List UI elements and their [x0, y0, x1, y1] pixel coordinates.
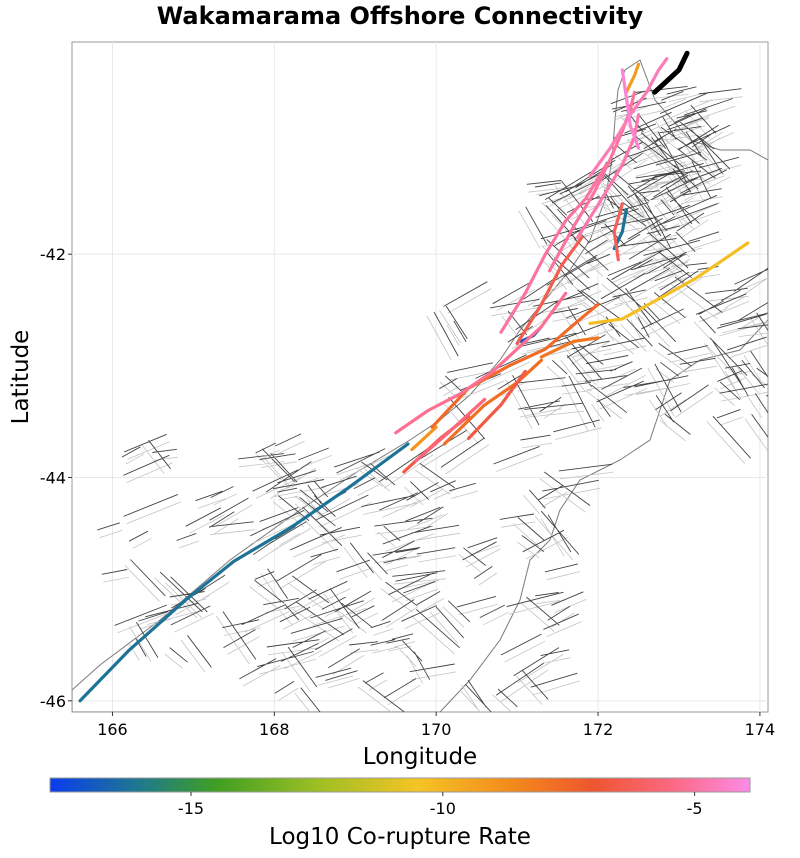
colorbar-ticks: -15 -10 -5	[178, 792, 703, 818]
x-tick-label: 168	[259, 720, 290, 739]
y-axis-title: Latitude	[8, 330, 34, 425]
y-tick-label: -44	[40, 469, 66, 488]
colorbar-tick-label: -10	[430, 799, 456, 818]
colorbar	[49, 777, 751, 793]
y-axis-ticks: -42 -44 -46	[40, 245, 72, 711]
colorbar-tick-label: -15	[178, 799, 204, 818]
source-fault	[652, 50, 690, 95]
co-rupture-fault-trace	[588, 57, 669, 178]
co-rupture-faults	[78, 57, 750, 703]
colorbar-tick-label: -5	[687, 799, 703, 818]
co-rupture-fault-trace	[467, 369, 527, 440]
source-fault-trace	[652, 50, 690, 95]
x-tick-label: 170	[421, 720, 452, 739]
x-tick-label: 166	[97, 720, 128, 739]
x-axis-title: Longitude	[363, 744, 477, 770]
co-rupture-fault-trace	[410, 425, 438, 452]
y-tick-label: -42	[40, 245, 66, 264]
co-rupture-fault-trace	[539, 336, 600, 359]
x-tick-label: 174	[745, 720, 776, 739]
map-panel	[71, 41, 769, 713]
co-rupture-fault-trace	[394, 291, 568, 435]
co-rupture-fault-trace	[78, 442, 410, 703]
co-rupture-fault-trace	[515, 235, 584, 346]
map-gridlines	[72, 42, 768, 712]
chart-title: Wakamarama Offshore Connectivity	[156, 2, 644, 30]
co-rupture-fault-trace	[442, 358, 544, 446]
x-tick-label: 172	[583, 720, 614, 739]
x-axis-ticks: 166 168 170 172 174	[97, 712, 775, 739]
co-rupture-fault-trace	[624, 62, 641, 94]
co-rupture-fault-trace	[430, 302, 600, 429]
co-rupture-fault-trace	[547, 90, 637, 273]
y-tick-label: -46	[40, 692, 66, 711]
co-rupture-fault-trace	[588, 241, 750, 325]
colorbar-title: Log10 Co-rupture Rate	[269, 824, 531, 850]
co-rupture-fault-trace	[576, 112, 641, 239]
co-rupture-fault-trace	[414, 397, 487, 463]
co-rupture-fault-trace	[620, 68, 641, 150]
co-rupture-fault-trace	[612, 202, 624, 262]
co-rupture-fault-trace	[499, 163, 608, 334]
